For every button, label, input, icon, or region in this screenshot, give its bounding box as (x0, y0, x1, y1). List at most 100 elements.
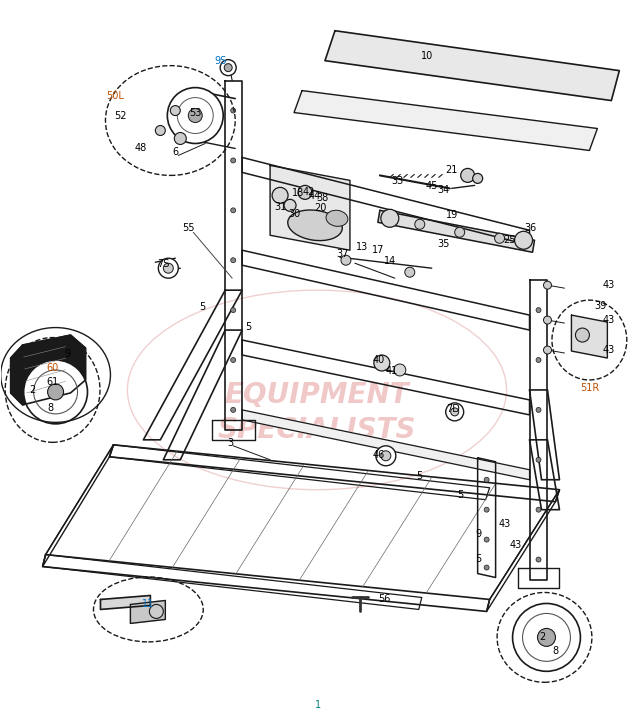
Text: 5: 5 (245, 322, 251, 332)
Text: 21: 21 (446, 166, 458, 176)
Text: 39: 39 (594, 301, 607, 311)
Circle shape (461, 168, 475, 182)
Text: 9S: 9S (214, 55, 226, 66)
Text: 2: 2 (30, 385, 36, 395)
Circle shape (272, 187, 288, 203)
Text: 51R: 51R (579, 383, 599, 393)
Circle shape (451, 408, 458, 416)
Text: 56: 56 (378, 595, 391, 605)
Circle shape (484, 507, 489, 512)
Circle shape (48, 384, 63, 400)
Text: 50L: 50L (107, 91, 124, 101)
Text: 41: 41 (385, 366, 398, 376)
Circle shape (473, 174, 482, 184)
Circle shape (536, 408, 541, 413)
Circle shape (484, 477, 489, 482)
Text: 33: 33 (392, 176, 404, 186)
Polygon shape (378, 210, 534, 252)
Circle shape (576, 328, 590, 342)
Ellipse shape (288, 210, 342, 240)
Text: 37: 37 (337, 249, 349, 259)
Text: 36: 36 (524, 223, 536, 233)
Text: SPECIALISTS: SPECIALISTS (217, 416, 417, 444)
Circle shape (543, 282, 552, 289)
Circle shape (174, 132, 186, 145)
Circle shape (155, 125, 165, 135)
Text: 31: 31 (274, 202, 286, 212)
Text: 61: 61 (46, 377, 59, 387)
Circle shape (298, 185, 312, 199)
Text: 53: 53 (189, 107, 202, 117)
Text: EQUIPMENT: EQUIPMENT (224, 381, 410, 409)
Ellipse shape (326, 210, 348, 226)
Text: 43: 43 (602, 280, 614, 290)
Text: 43: 43 (602, 315, 614, 325)
Text: 45: 45 (425, 181, 438, 192)
Circle shape (512, 603, 580, 671)
Text: 14: 14 (384, 256, 396, 266)
Circle shape (484, 565, 489, 570)
Circle shape (284, 199, 296, 212)
Text: 2: 2 (540, 632, 546, 642)
Polygon shape (294, 91, 597, 150)
Circle shape (164, 264, 173, 273)
Circle shape (415, 220, 425, 229)
Text: 19: 19 (446, 210, 458, 220)
Text: 5: 5 (417, 471, 423, 481)
Text: 43: 43 (602, 345, 614, 355)
Text: 9: 9 (476, 528, 482, 539)
Text: 13: 13 (356, 242, 368, 252)
Text: 1: 1 (315, 701, 321, 710)
Circle shape (231, 158, 236, 163)
Text: 43: 43 (510, 539, 522, 549)
Circle shape (224, 63, 232, 71)
Text: 30: 30 (288, 210, 300, 220)
Text: 55: 55 (182, 223, 195, 233)
Text: 5: 5 (476, 554, 482, 564)
Text: 43: 43 (498, 518, 511, 528)
Circle shape (404, 267, 415, 277)
Circle shape (231, 208, 236, 213)
Text: 5: 5 (458, 490, 464, 500)
Circle shape (536, 557, 541, 562)
Circle shape (495, 233, 505, 243)
Text: 44: 44 (309, 192, 321, 202)
Text: 7D: 7D (446, 404, 460, 414)
Circle shape (515, 231, 533, 249)
Text: 60: 60 (46, 363, 59, 373)
Circle shape (455, 228, 465, 238)
Polygon shape (11, 335, 86, 405)
Text: 46: 46 (373, 450, 385, 460)
Text: 8: 8 (552, 647, 559, 657)
Circle shape (536, 358, 541, 362)
Text: 5: 5 (199, 302, 205, 312)
Circle shape (543, 316, 552, 324)
Circle shape (538, 629, 555, 647)
Circle shape (167, 88, 223, 143)
Circle shape (341, 255, 351, 265)
Circle shape (374, 355, 390, 371)
Text: 11: 11 (142, 600, 155, 609)
Circle shape (220, 60, 236, 76)
Text: 10: 10 (420, 50, 433, 60)
Circle shape (446, 403, 463, 421)
Polygon shape (571, 315, 607, 358)
Text: 9: 9 (65, 349, 70, 359)
Text: 52: 52 (114, 111, 127, 120)
Text: 34: 34 (437, 185, 450, 195)
Circle shape (484, 537, 489, 542)
Text: 7S: 7S (157, 259, 169, 269)
Circle shape (381, 210, 399, 228)
Text: 35: 35 (437, 239, 450, 249)
Circle shape (231, 408, 236, 413)
Circle shape (231, 358, 236, 362)
Text: 40: 40 (373, 355, 385, 365)
Text: 38: 38 (316, 194, 328, 203)
Circle shape (150, 605, 164, 618)
Circle shape (231, 307, 236, 312)
Text: 8: 8 (48, 403, 54, 413)
Circle shape (536, 307, 541, 312)
Circle shape (543, 346, 552, 354)
Circle shape (231, 258, 236, 263)
Text: 6: 6 (172, 148, 178, 158)
